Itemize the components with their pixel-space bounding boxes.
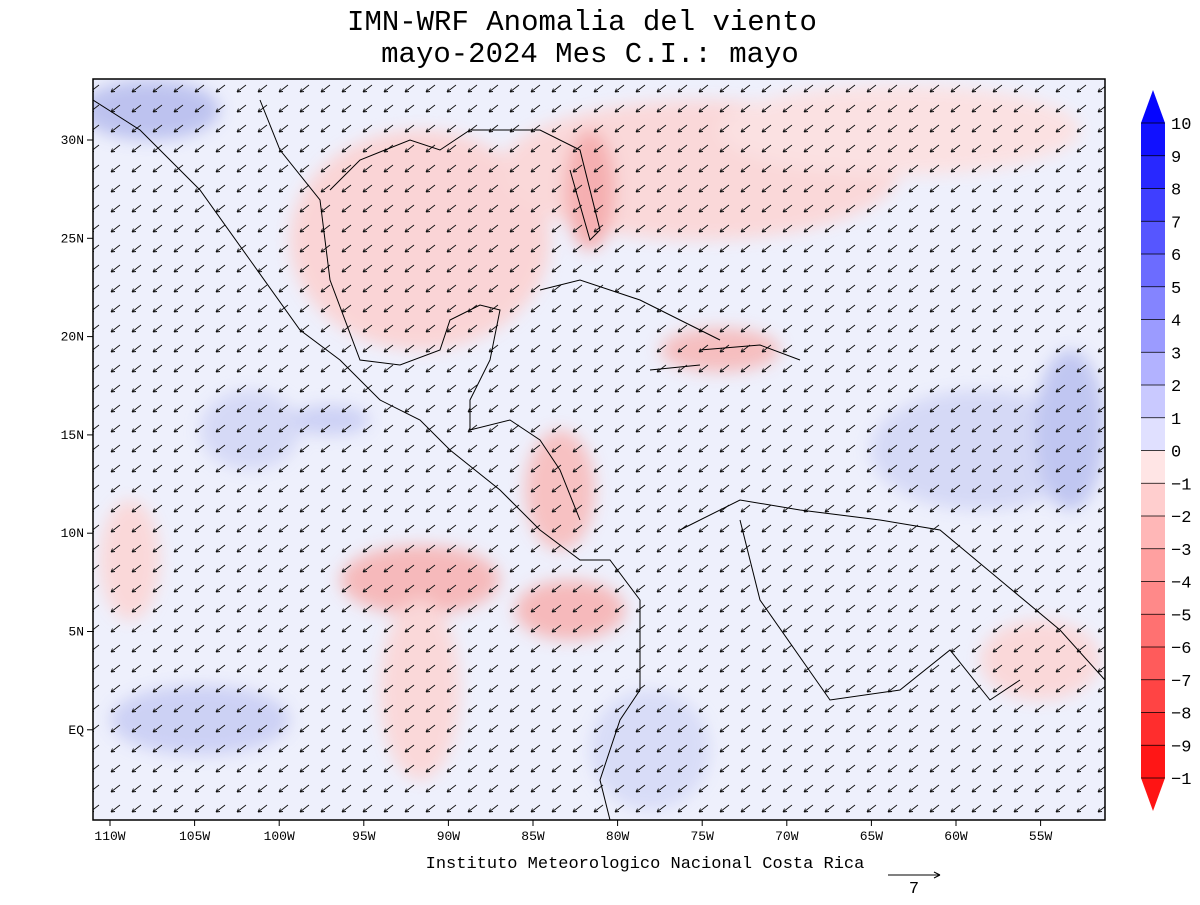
colorbar-top-arrow [1141,90,1165,123]
lon-label: 85W [521,829,545,844]
colorbar-box [1141,286,1165,320]
lon-label: 90W [437,829,461,844]
colorbar-label: 1 [1171,411,1181,430]
lon-label: 75W [690,829,714,844]
reference-vector-label: 7 [909,880,919,899]
colorbar-label: −4 [1171,575,1191,594]
colorbar-label: −7 [1171,673,1191,692]
colorbar-box [1141,221,1165,254]
colorbar-box [1141,581,1165,615]
colorbar-label: −1 [1171,771,1191,790]
colorbar-box [1141,516,1165,549]
colorbar-label: 3 [1171,345,1181,364]
colorbar-label: 0 [1171,444,1181,463]
lat-label: 5N [68,625,84,640]
colorbar-box [1141,745,1165,778]
lat-label: 10N [61,526,84,541]
lon-label: 70W [775,829,799,844]
footer: Instituto Meteorologico Nacional Costa R… [426,855,865,874]
title-line-2: mayo-2024 Mes C.I.: mayo [381,38,799,71]
colorbar-label: 8 [1171,182,1181,201]
colorbar-box [1141,352,1165,385]
colorbar-label: −9 [1171,738,1191,757]
lon-label: 100W [264,829,295,844]
lat-label: 25N [61,231,84,246]
colorbar-box [1141,155,1165,189]
colorbar-box [1141,417,1165,451]
title-line-1: IMN-WRF Anomalia del viento [347,6,817,39]
map-frame [92,78,1106,821]
reference-vector: 7 [888,871,941,899]
colorbar-label: 7 [1171,214,1181,233]
colorbar-label: −6 [1171,640,1191,659]
colorbar-label: 2 [1171,378,1181,397]
map-field [93,79,1105,820]
colorbar-bottom-arrow [1141,778,1165,811]
colorbar-label: −3 [1171,542,1191,561]
colorbar-label: 5 [1171,280,1181,299]
colorbar-box [1141,123,1165,156]
colorbar-label: −8 [1171,706,1191,725]
colorbar-box [1141,679,1165,713]
colorbar-label: −2 [1171,509,1191,528]
colorbar-label: 10 [1171,116,1191,135]
colorbar-box [1141,614,1165,647]
lon-label: 55W [1029,829,1053,844]
colorbar-box [1141,254,1165,287]
colorbar-box [1141,548,1165,582]
colorbar-label: −5 [1171,607,1191,626]
lon-axis: 110W 105W 100W 95W 90W 85W 80W 75W 70W 65W 60W 55W [94,820,1052,844]
lat-label: 15N [61,428,84,443]
lon-label: 105W [179,829,210,844]
colorbar-label: 6 [1171,247,1181,266]
colorbar-label: 4 [1171,313,1181,332]
lon-label: 60W [944,829,968,844]
lat-label: EQ [68,723,84,738]
colorbar-box [1141,647,1165,680]
colorbar-box [1141,450,1165,484]
lon-label: 110W [94,829,125,844]
colorbar-box [1141,385,1165,418]
colorbar-label: 9 [1171,149,1181,168]
lat-axis: 30N 25N 20N 15N 10N 5N EQ [61,133,93,738]
colorbar-box [1141,483,1165,516]
lon-label: 80W [606,829,630,844]
colorbar-box [1141,188,1165,222]
lon-label: 65W [860,829,884,844]
lat-label: 20N [61,330,84,345]
colorbar-box [1141,319,1165,353]
colorbar-label: −1 [1171,476,1191,495]
colorbar-box [1141,712,1165,746]
lon-label: 95W [352,829,376,844]
lat-label: 30N [61,133,84,148]
